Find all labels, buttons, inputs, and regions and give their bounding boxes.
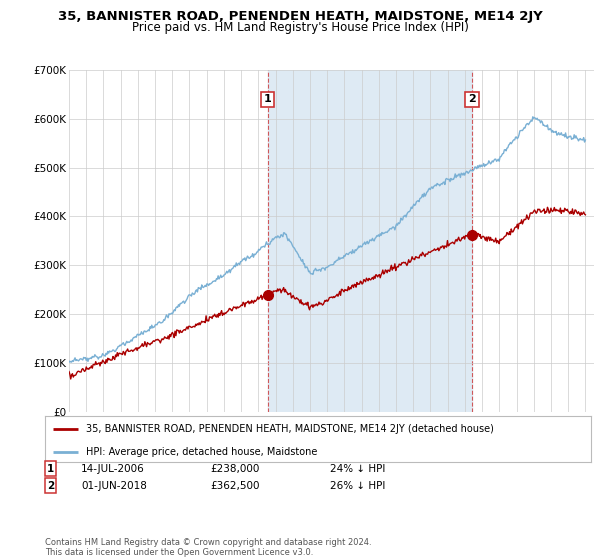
Text: 01-JUN-2018: 01-JUN-2018: [81, 480, 147, 491]
Text: HPI: Average price, detached house, Maidstone: HPI: Average price, detached house, Maid…: [86, 447, 317, 457]
Text: 14-JUL-2006: 14-JUL-2006: [81, 464, 145, 474]
Text: 2: 2: [47, 480, 54, 491]
Text: 35, BANNISTER ROAD, PENENDEN HEATH, MAIDSTONE, ME14 2JY (detached house): 35, BANNISTER ROAD, PENENDEN HEATH, MAID…: [86, 424, 494, 434]
Text: Contains HM Land Registry data © Crown copyright and database right 2024.
This d: Contains HM Land Registry data © Crown c…: [45, 538, 371, 557]
Text: 24% ↓ HPI: 24% ↓ HPI: [330, 464, 385, 474]
Text: Price paid vs. HM Land Registry's House Price Index (HPI): Price paid vs. HM Land Registry's House …: [131, 21, 469, 34]
Text: 2: 2: [468, 94, 476, 104]
Text: 1: 1: [264, 94, 272, 104]
Text: £362,500: £362,500: [210, 480, 260, 491]
Text: 35, BANNISTER ROAD, PENENDEN HEATH, MAIDSTONE, ME14 2JY: 35, BANNISTER ROAD, PENENDEN HEATH, MAID…: [58, 10, 542, 23]
Text: £238,000: £238,000: [210, 464, 259, 474]
Text: 26% ↓ HPI: 26% ↓ HPI: [330, 480, 385, 491]
Text: 1: 1: [47, 464, 54, 474]
Bar: [268, 70, 472, 412]
